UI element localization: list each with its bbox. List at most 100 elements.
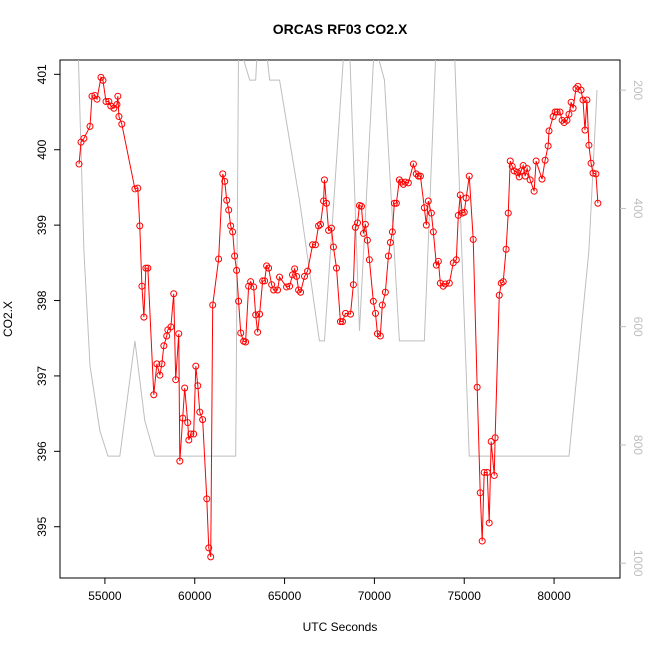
data-point: [153, 360, 161, 368]
data-point: [432, 261, 440, 269]
y2-tick-label: 800: [631, 435, 645, 455]
data-point: [261, 277, 269, 285]
data-point: [185, 436, 193, 444]
data-point: [414, 172, 422, 180]
data-point: [476, 489, 484, 497]
data-point: [102, 97, 110, 105]
data-point: [363, 236, 371, 244]
data-point: [541, 156, 549, 164]
data-point: [274, 286, 282, 294]
data-point: [229, 228, 237, 236]
data-point: [365, 256, 373, 264]
data-point: [490, 471, 498, 479]
data-point: [532, 157, 540, 165]
data-point: [412, 170, 420, 178]
data-point: [235, 297, 243, 305]
plot-frame: [59, 59, 621, 579]
x-tick-label: 75000: [448, 589, 482, 603]
data-point: [291, 265, 299, 273]
data-point: [487, 438, 495, 446]
data-point: [495, 291, 503, 299]
y2-tick-label: 1000: [631, 550, 645, 577]
data-point: [88, 92, 96, 100]
data-point: [265, 264, 273, 272]
data-point: [504, 209, 512, 217]
data-point: [483, 468, 491, 476]
data-point: [452, 256, 460, 264]
data-point: [286, 282, 294, 290]
data-point: [156, 371, 164, 379]
data-point: [259, 277, 267, 285]
series-line: [78, 76, 599, 557]
data-point: [250, 283, 258, 291]
data-point: [221, 177, 229, 185]
data-point: [190, 430, 198, 438]
data-point: [416, 172, 424, 180]
data-point: [105, 97, 113, 105]
y-tick-label: 397: [35, 366, 49, 386]
y2-tick-label: 400: [631, 198, 645, 218]
data-point: [485, 519, 493, 527]
y-tick-label: 396: [35, 441, 49, 461]
data-point: [390, 199, 398, 207]
data-point: [347, 310, 355, 318]
data-point: [480, 468, 488, 476]
data-point: [397, 178, 405, 186]
y2-tick-label: 200: [631, 80, 645, 100]
data-point: [320, 176, 328, 184]
data-point: [454, 211, 462, 219]
data-point: [136, 222, 144, 230]
y-tick-label: 398: [35, 290, 49, 310]
data-point: [499, 278, 507, 286]
data-point: [513, 168, 521, 176]
data-point: [545, 127, 553, 135]
data-point: [194, 382, 202, 390]
x-tick-label: 65000: [268, 589, 302, 603]
data-point: [502, 245, 510, 253]
data-point: [215, 255, 223, 263]
data-point: [376, 332, 384, 340]
data-point: [167, 323, 175, 331]
data-point: [118, 120, 126, 128]
series-line: [77, 60, 598, 457]
data-point: [263, 262, 271, 270]
data-point: [322, 199, 330, 207]
data-point: [357, 202, 365, 210]
data-point: [276, 273, 284, 281]
data-point: [404, 179, 412, 187]
data-point: [422, 221, 430, 229]
data-point: [473, 383, 481, 391]
data-point: [371, 309, 379, 317]
data-point: [491, 434, 499, 442]
x-tick-label: 55000: [88, 589, 122, 603]
data-point: [160, 342, 168, 350]
data-point: [434, 257, 442, 265]
data-point: [245, 282, 253, 290]
data-point: [594, 199, 602, 207]
data-point: [304, 267, 312, 275]
plot-area: [75, 60, 602, 561]
data-point: [460, 208, 468, 216]
data-point: [233, 266, 241, 274]
data-point: [465, 172, 473, 180]
data-point: [508, 162, 516, 170]
data-point: [80, 134, 88, 142]
data-point: [354, 219, 362, 227]
data-point: [384, 252, 392, 260]
data-point: [420, 204, 428, 212]
data-point: [181, 384, 189, 392]
data-point: [587, 159, 595, 167]
data-point: [187, 430, 195, 438]
x-tick-label: 80000: [537, 589, 571, 603]
data-point: [336, 318, 344, 326]
data-point: [301, 272, 309, 280]
data-point: [341, 309, 349, 317]
data-point: [270, 286, 278, 294]
data-point: [359, 229, 367, 237]
data-point: [327, 224, 335, 232]
data-point: [569, 104, 577, 112]
data-point: [589, 169, 597, 177]
data-point: [293, 272, 301, 280]
data-point: [142, 264, 150, 272]
data-point: [176, 457, 184, 465]
